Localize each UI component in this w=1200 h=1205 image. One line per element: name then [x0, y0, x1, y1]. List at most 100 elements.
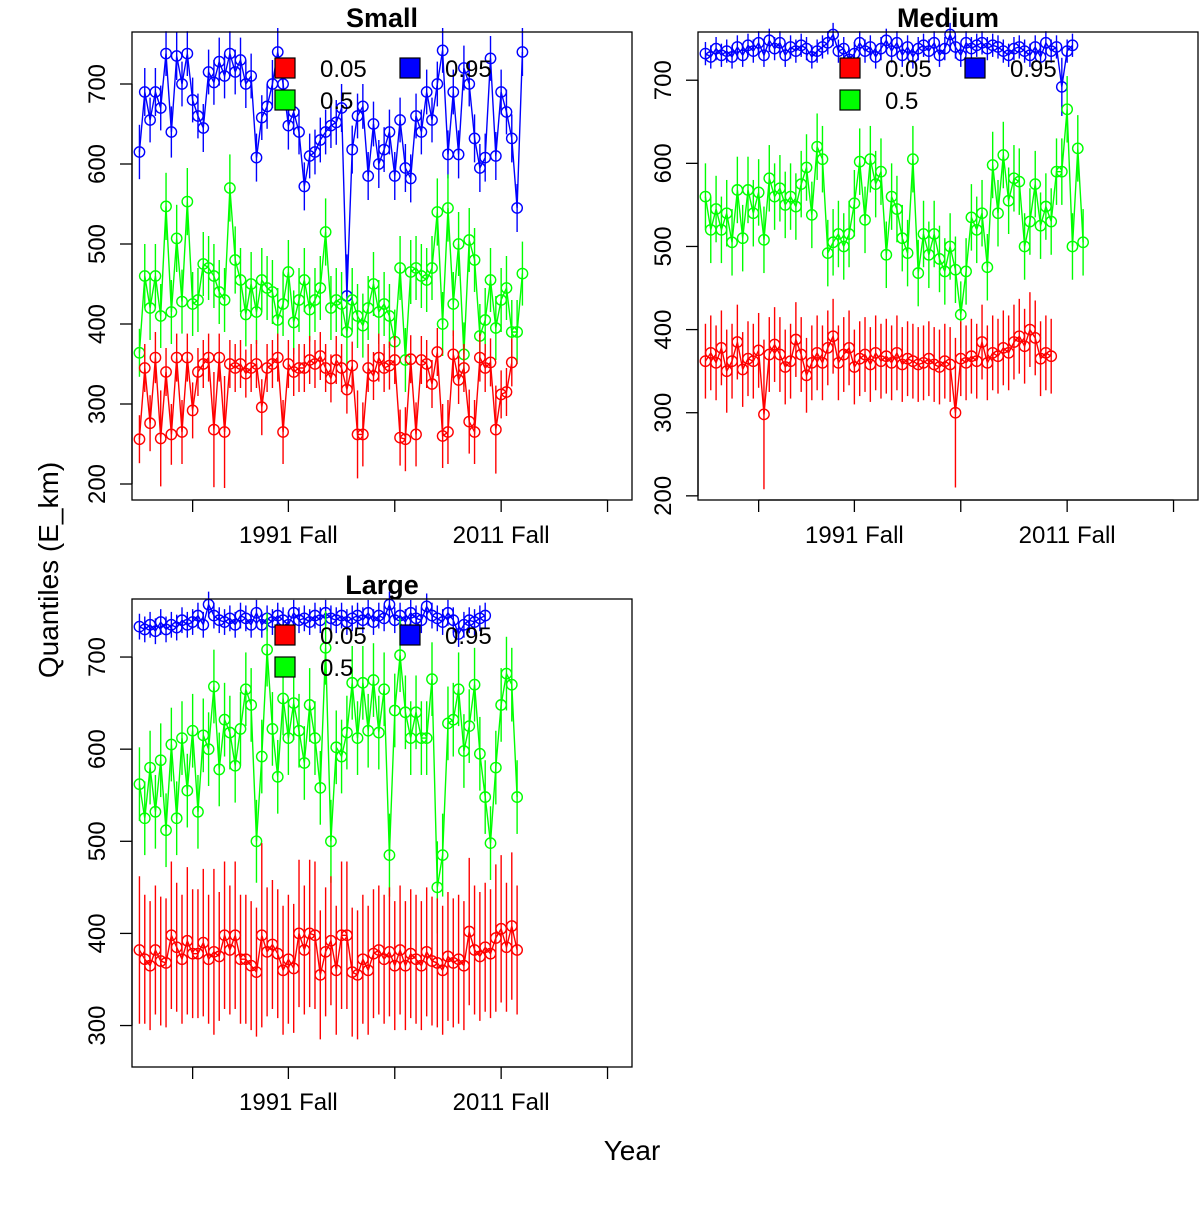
y-tick-label: 300: [84, 1006, 111, 1046]
data-point: [1024, 215, 1036, 228]
data-point: [415, 126, 428, 138]
legend-label: 0.95: [1010, 56, 1057, 83]
data-point: [1050, 41, 1063, 53]
data-point: [758, 408, 770, 421]
data-point: [319, 641, 332, 654]
data-point: [1055, 165, 1068, 178]
data-point: [912, 267, 925, 279]
data-point: [383, 126, 396, 138]
data-point: [463, 78, 476, 90]
data-point: [223, 182, 236, 194]
y-tick-label: 700: [84, 637, 111, 677]
data-point: [160, 47, 172, 60]
data-point: [154, 432, 167, 445]
data-point: [853, 155, 866, 168]
legend-swatch: [839, 57, 861, 79]
data-point: [394, 114, 406, 126]
plot-frame: [697, 31, 1199, 501]
data-point: [463, 720, 476, 733]
data-point: [277, 78, 289, 90]
data-point: [468, 132, 481, 145]
data-point: [489, 150, 502, 162]
data-point: [245, 699, 258, 711]
panel-small: Small 0.05 0.95 0.5 1991 Fall 2011 Fall 200 300…: [84, 3, 633, 549]
data-point: [1034, 51, 1047, 63]
data-point: [234, 274, 247, 286]
data-point: [154, 310, 167, 322]
data-point: [271, 770, 284, 783]
data-point: [426, 378, 438, 390]
data-point: [218, 294, 231, 306]
data-point: [484, 356, 497, 369]
data-point: [452, 148, 465, 161]
data-point: [250, 151, 263, 164]
plot-frame: [131, 598, 633, 1068]
data-point: [489, 761, 502, 774]
data-point: [960, 265, 972, 278]
legend-label: 0.05: [885, 56, 932, 83]
data-point: [426, 262, 438, 274]
y-tick-label: 200: [84, 464, 111, 504]
data-point: [314, 282, 327, 294]
data-point: [388, 170, 401, 182]
data-point: [511, 944, 524, 956]
y-tick-label: 300: [84, 384, 111, 424]
x-tick-label: 1991 Fall: [239, 1089, 338, 1116]
data-point: [298, 180, 311, 193]
data-point: [436, 44, 449, 57]
data-point: [170, 232, 183, 245]
legend: 0.05 0.95 0.5: [839, 56, 1057, 115]
data-point: [340, 726, 353, 739]
x-tick-label: 1991 Fall: [805, 522, 904, 549]
data-point: [436, 318, 449, 330]
panel-medium: Medium 0.05 0.95 0.5 1991 Fall 2011 Fall 200 30…: [650, 3, 1199, 549]
y-tick-label: 500: [84, 224, 111, 264]
data-point: [758, 49, 770, 62]
data-point: [154, 754, 167, 767]
data-point: [154, 102, 167, 114]
legend-swatch: [399, 57, 421, 79]
data-point: [356, 676, 369, 689]
data-point: [250, 358, 263, 370]
data-point: [505, 356, 518, 369]
data-point: [149, 805, 162, 818]
data-point: [420, 86, 433, 98]
data-point: [218, 426, 231, 438]
data-point: [986, 159, 999, 171]
data-point: [447, 298, 460, 310]
data-point: [426, 114, 438, 126]
data-point: [176, 426, 188, 438]
data-point: [484, 52, 497, 65]
data-point: [1029, 178, 1042, 191]
series-0.95: [133, 28, 529, 338]
series-0.05: [133, 843, 524, 1040]
series-0.05: [133, 328, 518, 488]
data-point: [165, 306, 178, 318]
data-point: [192, 294, 204, 306]
data-point: [362, 170, 375, 182]
data-point: [298, 757, 311, 769]
x-tick-label: 2011 Fall: [453, 1089, 550, 1116]
y-tick-label: 400: [84, 913, 111, 953]
data-point: [500, 386, 513, 398]
chart-title: Small: [346, 3, 418, 33]
data-point: [335, 102, 348, 114]
x-axis: 1991 Fall 2011 Fall: [757, 499, 1175, 549]
data-point: [752, 186, 765, 199]
data-point: [266, 722, 279, 735]
data-point: [271, 46, 284, 58]
data-point: [388, 354, 401, 366]
data-point: [144, 417, 156, 430]
data-point: [442, 426, 454, 438]
series-line: [705, 32, 1074, 88]
data-point: [165, 126, 178, 138]
data-point: [859, 213, 871, 226]
data-point: [415, 614, 428, 627]
data-point: [500, 282, 513, 294]
data-point: [484, 274, 497, 286]
data-point: [245, 70, 258, 82]
data-point: [160, 824, 172, 837]
data-point: [133, 433, 146, 446]
data-point: [431, 78, 444, 90]
